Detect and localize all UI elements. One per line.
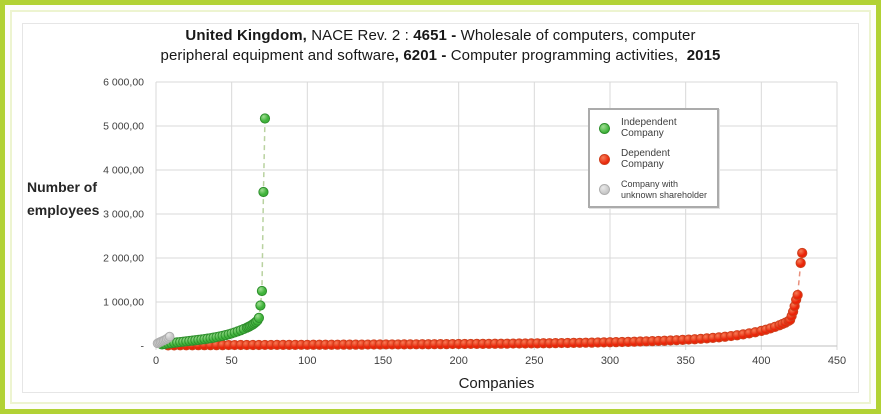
y-tick-label: 5 000,00 [103, 121, 144, 133]
x-tick-label: 150 [374, 355, 392, 367]
y-tick-label: 1 000,00 [103, 297, 144, 309]
data-point [259, 113, 271, 124]
x-tick-label: 300 [601, 355, 619, 367]
legend-marker-icon [599, 153, 610, 165]
data-point [258, 186, 269, 198]
title-segment: peripheral equipment and software [160, 47, 395, 64]
title-segment: 4651 - [413, 27, 461, 44]
x-tick-label: 450 [828, 355, 846, 367]
y-tick-label: 3 000,00 [103, 209, 144, 221]
title-segment: Wholesale of computers, computer [460, 27, 696, 44]
legend-label: Dependent Company [621, 148, 711, 170]
legend-label-line: Dependent Company [621, 148, 670, 170]
data-point [256, 285, 268, 297]
legend-item: Independent Company [599, 117, 711, 139]
title-segment: NACE Rev. 2 : [306, 27, 414, 44]
legend-marker-icon [599, 122, 610, 134]
y-tick-label: - [141, 341, 145, 353]
x-tick-label: 50 [226, 355, 238, 367]
x-tick-label: 400 [752, 355, 770, 367]
legend-label-line: Independent Company [621, 117, 677, 139]
chart-box [22, 23, 859, 393]
x-axis-title: Companies [458, 375, 535, 392]
title-segment: 2015 [682, 47, 721, 64]
x-tick-label: 200 [449, 355, 467, 367]
y-tick-label: 4 000,00 [103, 165, 144, 177]
y-tick-label: 6 000,00 [103, 77, 144, 89]
x-tick-label: 100 [298, 355, 316, 367]
x-tick-label: 0 [153, 355, 159, 367]
frame-inner [10, 10, 871, 404]
x-tick-label: 350 [676, 355, 694, 367]
data-point [255, 300, 266, 311]
legend-label-line: unknown shareholder [621, 189, 708, 200]
chart-title: United Kingdom, NACE Rev. 2 : 4651 - Who… [0, 26, 881, 66]
legend: Independent Company Dependent Company Comp… [588, 108, 719, 208]
data-point [797, 247, 808, 259]
chart-title-line-2: peripheral equipment and software, 6201 … [0, 46, 881, 66]
data-point [795, 257, 806, 269]
data-point [792, 289, 803, 301]
legend-item: Company with unknown shareholder [599, 179, 711, 200]
data-point [253, 312, 265, 323]
x-tick-label: 250 [525, 355, 543, 367]
title-segment: , 6201 - [394, 47, 451, 64]
chart-title-line-1: United Kingdom, NACE Rev. 2 : 4651 - Who… [0, 26, 881, 46]
title-segment: Computer programming activities, [450, 47, 683, 64]
y-axis-title: Number of employees [27, 179, 100, 218]
legend-label-line: Company with [621, 179, 679, 189]
legend-marker-icon [599, 184, 610, 195]
legend-item: Dependent Company [599, 148, 711, 170]
legend-label: Company with unknown shareholder [621, 179, 707, 200]
title-segment: United Kingdom, [185, 27, 307, 44]
data-point [164, 331, 175, 342]
legend-label: Independent Company [621, 117, 711, 139]
y-tick-label: 2 000,00 [103, 253, 144, 265]
